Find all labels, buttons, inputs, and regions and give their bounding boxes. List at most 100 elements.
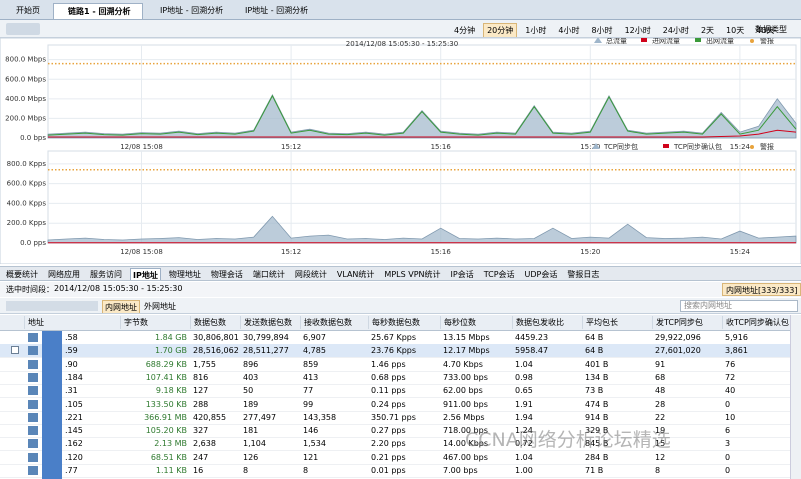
- y-tick-label: 200.0 Kpps: [7, 219, 47, 227]
- time-button[interactable]: 20分钟: [483, 23, 518, 37]
- time-button[interactable]: 10天: [726, 26, 745, 35]
- time-button[interactable]: 8小时: [591, 26, 613, 35]
- table-cell: .90: [65, 359, 78, 369]
- tab[interactable]: 链路1 - 回溯分析: [53, 3, 143, 19]
- scrollbar[interactable]: [790, 315, 801, 479]
- table-cell: 1.11 KB: [155, 466, 187, 475]
- table-cell: 133.50 KB: [145, 399, 187, 409]
- nav-tab[interactable]: 概要统计: [6, 270, 38, 279]
- table-row[interactable]: .120 68.51 KB 247 126 121 0.21 pps 467.00 bps 1…: [0, 451, 790, 465]
- sub-tab-row: 内网地址 外网地址: [102, 300, 178, 313]
- legend-marker: [750, 39, 754, 43]
- column-header[interactable]: 平均包长: [582, 316, 652, 329]
- table-cell: 0: [725, 466, 731, 475]
- nav-tab[interactable]: VLAN统计: [336, 270, 375, 279]
- nav-tab[interactable]: MPLS VPN统计: [384, 270, 441, 279]
- table-row[interactable]: .162 2.13 MB 2,638 1,104 1,534 2.20 pps 14.00 …: [0, 437, 790, 452]
- table-cell: 718.00 bps: [443, 426, 488, 436]
- table-cell: 688.29 KB: [145, 359, 187, 369]
- nav-tab[interactable]: 服务访问: [90, 270, 122, 279]
- time-button[interactable]: 2天: [700, 26, 715, 35]
- sub-tab[interactable]: 外网地址: [144, 302, 176, 311]
- time-button[interactable]: 4小时: [558, 26, 580, 35]
- table-cell: 0.98: [515, 372, 533, 382]
- tab[interactable]: IP地址 - 回溯分析: [245, 6, 309, 15]
- nav-tab[interactable]: IP地址: [130, 268, 161, 280]
- chart-subtitle: 2014/12/08 15:05:30 - 15:25:30: [346, 40, 458, 48]
- table-row[interactable]: .31 9.18 KB 127 50 77 0.11 pps 62.00 bps 0.65 73…: [0, 384, 790, 399]
- nav-tab[interactable]: IP会话: [450, 270, 474, 279]
- tool-icons[interactable]: [6, 301, 98, 311]
- column-header[interactable]: 数据包数: [190, 316, 240, 329]
- search-box[interactable]: 搜索内网地址: [680, 300, 798, 312]
- column-header[interactable]: 每秒数据包数: [368, 316, 440, 329]
- time-button[interactable]: 4分钟: [454, 26, 476, 35]
- table-cell: 1.94: [515, 412, 533, 422]
- table-cell: 467.00 bps: [443, 452, 488, 462]
- x-tick-label: 12/08 15:08: [120, 143, 163, 151]
- column-header[interactable]: 每秒位数: [440, 316, 512, 329]
- row-checkbox[interactable]: [11, 346, 19, 355]
- table-cell: 1.46 pps: [371, 359, 406, 369]
- tab[interactable]: 开始页: [16, 6, 40, 15]
- table-cell: 143,358: [303, 412, 337, 422]
- table-row[interactable]: .90 688.29 KB 1,755 896 859 1.46 pps 4.70 Kbps…: [0, 358, 790, 372]
- x-tick-label: 15:16: [431, 248, 452, 256]
- address-count[interactable]: 内网地址[333/333]: [722, 283, 801, 296]
- table-cell: 99: [303, 399, 314, 409]
- table-row[interactable]: .221 366.91 MB 420,855 277,497 143,358 350.71…: [0, 411, 790, 425]
- table-cell: 0: [725, 452, 731, 462]
- table-cell: .31: [65, 386, 78, 396]
- column-header[interactable]: 地址: [24, 316, 120, 329]
- plot-area: [47, 150, 797, 244]
- table-cell: 12.17 Mbps: [443, 346, 490, 356]
- time-button[interactable]: 24小时: [662, 26, 689, 35]
- column-header[interactable]: 发送数据包数: [240, 316, 300, 329]
- table-cell: 30,799,894: [243, 333, 289, 342]
- table-cell: .145: [65, 426, 83, 436]
- period-label: 选中时间段：: [6, 285, 54, 294]
- column-header[interactable]: 收TCP同步确认包: [722, 316, 790, 329]
- column-header[interactable]: 接收数据包数: [300, 316, 368, 329]
- table-cell: 247: [193, 452, 209, 462]
- nav-tab[interactable]: 物理会话: [210, 270, 243, 279]
- time-button[interactable]: 40天: [756, 26, 775, 35]
- time-button[interactable]: 12小时: [624, 26, 651, 35]
- x-tick-label: 12/08 15:08: [120, 248, 163, 256]
- nav-tab[interactable]: 警报日志: [567, 270, 600, 279]
- data-type-button[interactable]: 数据类型: [755, 25, 787, 34]
- legend-label: 进网流量: [652, 38, 680, 45]
- table-row[interactable]: .77 1.11 KB 16 8 8 0.01 pps 7.00 bps 1.00 71 B 8 0: [0, 464, 790, 478]
- table-cell: 9.18 KB: [155, 386, 187, 396]
- table: 地址 字节数 数据包数 发送数据包数 接收数据包数 每秒数据包数 每秒位数 数据包发收比 平均包…: [0, 315, 790, 479]
- table-cell: 189: [243, 399, 259, 409]
- y-tick-label: 800.0 Mbps: [5, 56, 46, 64]
- tab[interactable]: IP地址 - 回溯分析: [160, 6, 224, 15]
- nav-tab[interactable]: 端口统计: [252, 270, 285, 279]
- table-row[interactable]: .59 1.70 GB 28,516,062 28,511,277 4,785 23.76…: [0, 344, 790, 359]
- nav-tab[interactable]: 物理地址: [168, 270, 201, 279]
- table-cell: 64 B: [585, 346, 604, 356]
- nav-tab[interactable]: 网络应用: [48, 270, 80, 279]
- table-cell: 181: [243, 426, 259, 436]
- sub-tab[interactable]: 内网地址: [102, 300, 140, 313]
- table-cell: 0.21 pps: [371, 452, 406, 462]
- table-cell: 6: [725, 426, 731, 436]
- table-header: 地址 字节数 数据包数 发送数据包数 接收数据包数 每秒数据包数 每秒位数 数据包发收比 平均包…: [0, 315, 790, 331]
- table-cell: 77: [303, 386, 314, 396]
- time-button[interactable]: 1小时: [525, 26, 547, 35]
- toolbar-icons[interactable]: [6, 23, 40, 35]
- legend-marker: [641, 38, 647, 42]
- column-header[interactable]: 数据包发收比: [512, 316, 582, 329]
- column-header[interactable]: 字节数: [120, 316, 190, 329]
- nav-tab[interactable]: UDP会话: [524, 270, 558, 279]
- table-row[interactable]: .184 107.41 KB 816 403 413 0.68 pps 733.00 bps…: [0, 371, 790, 385]
- legend-marker: [663, 144, 669, 148]
- table-row[interactable]: .145 105.20 KB 327 181 146 0.27 pps 718.00 bps…: [0, 424, 790, 439]
- nav-tab[interactable]: TCP会话: [483, 270, 515, 279]
- table-row[interactable]: .105 133.50 KB 288 189 99 0.24 pps 911.00 bps 1…: [0, 398, 790, 412]
- column-header[interactable]: 发TCP同步包: [652, 316, 722, 329]
- nav-tab[interactable]: 网段统计: [294, 270, 327, 279]
- table-row[interactable]: .58 1.84 GB 30,806,801 30,799,894 6,907 25.67…: [0, 331, 790, 345]
- table-cell: 1,534: [303, 439, 326, 449]
